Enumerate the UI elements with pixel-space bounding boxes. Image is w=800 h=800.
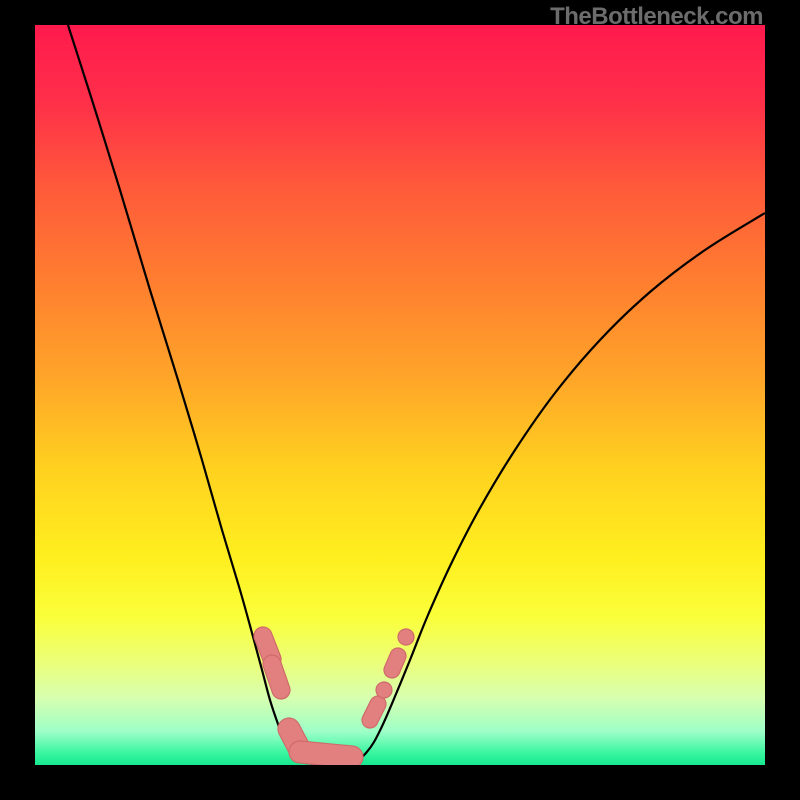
data-marker (398, 629, 414, 645)
data-marker (376, 682, 392, 698)
watermark-label: TheBottleneck.com (550, 3, 763, 31)
